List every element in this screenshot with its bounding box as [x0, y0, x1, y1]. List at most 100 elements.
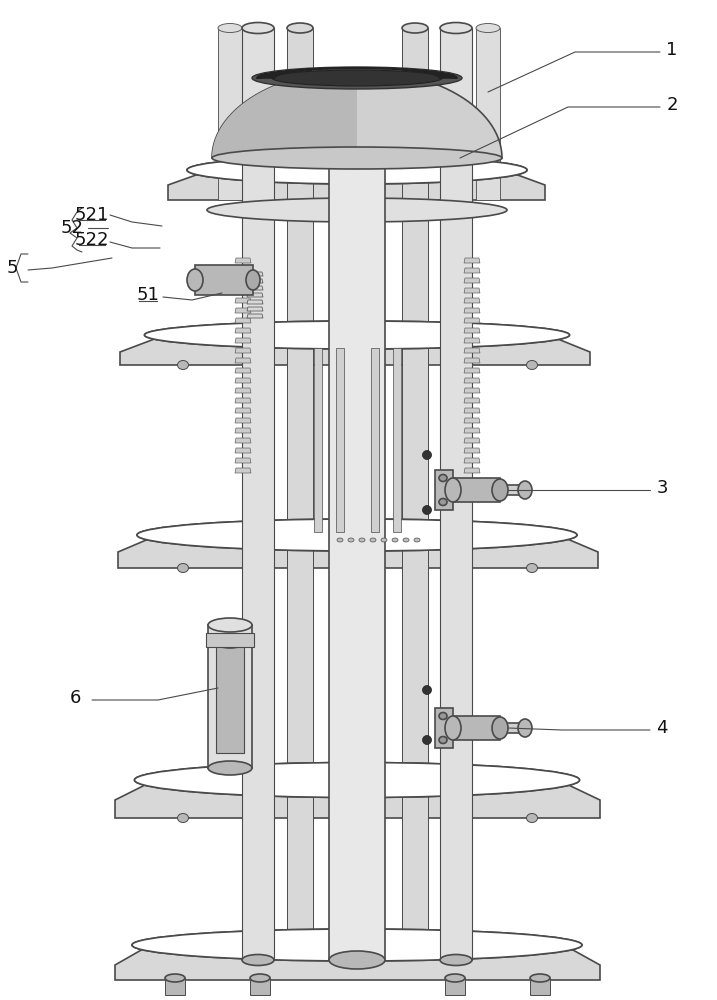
Polygon shape	[120, 335, 590, 365]
Ellipse shape	[414, 538, 420, 542]
Text: 5: 5	[6, 259, 18, 277]
Polygon shape	[371, 348, 379, 532]
Text: 521: 521	[75, 206, 109, 224]
Ellipse shape	[178, 814, 189, 822]
Polygon shape	[464, 358, 480, 363]
Ellipse shape	[137, 519, 577, 551]
Polygon shape	[235, 418, 251, 423]
Ellipse shape	[440, 22, 472, 33]
Text: 52: 52	[60, 219, 83, 237]
Ellipse shape	[145, 321, 569, 349]
Polygon shape	[235, 378, 251, 383]
Ellipse shape	[137, 519, 577, 551]
Ellipse shape	[252, 67, 462, 89]
Polygon shape	[235, 328, 251, 333]
Polygon shape	[235, 338, 251, 343]
Ellipse shape	[212, 147, 502, 169]
Ellipse shape	[135, 762, 579, 798]
Polygon shape	[235, 398, 251, 403]
Ellipse shape	[348, 538, 354, 542]
Polygon shape	[464, 438, 480, 443]
Polygon shape	[464, 318, 480, 323]
Ellipse shape	[207, 198, 507, 222]
Polygon shape	[212, 70, 502, 158]
Polygon shape	[402, 28, 428, 960]
Polygon shape	[115, 780, 600, 818]
Ellipse shape	[530, 974, 550, 982]
Polygon shape	[464, 348, 480, 353]
Polygon shape	[235, 268, 251, 273]
Ellipse shape	[526, 564, 538, 572]
Polygon shape	[435, 470, 453, 510]
Polygon shape	[445, 978, 465, 995]
Ellipse shape	[439, 736, 447, 744]
Ellipse shape	[526, 360, 538, 369]
Polygon shape	[118, 535, 598, 568]
Polygon shape	[242, 28, 274, 960]
Polygon shape	[464, 408, 480, 413]
Polygon shape	[235, 468, 251, 473]
Polygon shape	[235, 308, 251, 313]
Ellipse shape	[403, 538, 409, 542]
Ellipse shape	[518, 719, 532, 737]
Polygon shape	[464, 398, 480, 403]
Ellipse shape	[329, 951, 385, 969]
Ellipse shape	[187, 156, 527, 184]
Ellipse shape	[439, 712, 447, 720]
Ellipse shape	[439, 498, 447, 506]
Ellipse shape	[218, 23, 242, 32]
Ellipse shape	[422, 506, 432, 514]
Ellipse shape	[445, 974, 465, 982]
Ellipse shape	[392, 538, 398, 542]
Ellipse shape	[187, 156, 527, 184]
Polygon shape	[435, 708, 453, 748]
Polygon shape	[206, 633, 254, 647]
Polygon shape	[530, 978, 550, 995]
Ellipse shape	[439, 475, 447, 482]
Polygon shape	[247, 272, 263, 276]
Ellipse shape	[132, 929, 582, 961]
Ellipse shape	[526, 814, 538, 822]
Polygon shape	[464, 368, 480, 373]
Ellipse shape	[476, 23, 500, 32]
Polygon shape	[235, 348, 251, 353]
Polygon shape	[464, 298, 480, 303]
Polygon shape	[464, 418, 480, 423]
Ellipse shape	[272, 70, 442, 86]
Ellipse shape	[422, 686, 432, 694]
Ellipse shape	[246, 270, 260, 290]
Ellipse shape	[178, 564, 189, 572]
Polygon shape	[464, 268, 480, 273]
Ellipse shape	[422, 450, 432, 460]
Ellipse shape	[422, 736, 432, 744]
Text: 4: 4	[656, 719, 668, 737]
Ellipse shape	[337, 538, 343, 542]
Polygon shape	[464, 448, 480, 453]
Polygon shape	[464, 308, 480, 313]
Ellipse shape	[145, 321, 569, 349]
Polygon shape	[235, 438, 251, 443]
Polygon shape	[235, 288, 251, 293]
Ellipse shape	[208, 618, 252, 632]
Ellipse shape	[359, 538, 365, 542]
Polygon shape	[393, 348, 401, 532]
Ellipse shape	[440, 954, 472, 966]
Ellipse shape	[165, 974, 185, 982]
Polygon shape	[235, 318, 251, 323]
Ellipse shape	[132, 929, 582, 961]
Polygon shape	[453, 478, 500, 502]
Polygon shape	[464, 468, 480, 473]
Polygon shape	[218, 28, 242, 200]
Polygon shape	[329, 135, 385, 960]
Text: 51: 51	[136, 286, 159, 304]
Polygon shape	[235, 258, 251, 263]
Ellipse shape	[518, 481, 532, 499]
Text: 1: 1	[666, 41, 678, 59]
Polygon shape	[464, 328, 480, 333]
Polygon shape	[500, 485, 525, 495]
Polygon shape	[216, 643, 244, 753]
Ellipse shape	[242, 22, 274, 33]
Ellipse shape	[135, 762, 579, 798]
Ellipse shape	[329, 126, 385, 144]
Polygon shape	[235, 298, 251, 303]
